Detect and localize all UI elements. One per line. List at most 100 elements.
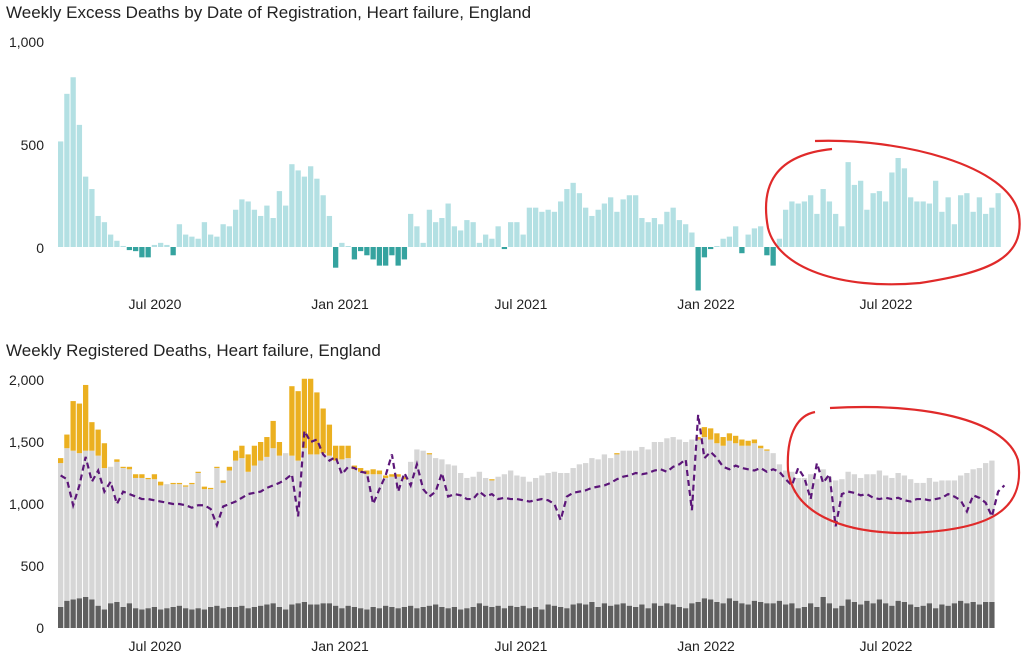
y-tick-label: 500 bbox=[21, 558, 45, 574]
excess-bar bbox=[901, 168, 908, 247]
baseline-bar bbox=[276, 606, 283, 628]
excess-bar bbox=[370, 247, 376, 260]
excess-bar bbox=[976, 197, 983, 247]
deaths-bar bbox=[345, 458, 351, 606]
excess-bar bbox=[220, 480, 226, 483]
baseline-bar bbox=[376, 608, 383, 628]
excess-bar bbox=[208, 487, 214, 490]
deaths-bar bbox=[489, 480, 495, 607]
excess-bar bbox=[826, 201, 833, 247]
excess-bar bbox=[520, 234, 526, 247]
baseline-bar bbox=[133, 608, 139, 628]
baseline-bar bbox=[489, 606, 495, 628]
baseline-bar bbox=[151, 606, 158, 628]
excess-bar bbox=[820, 189, 826, 247]
excess-bar bbox=[526, 207, 533, 247]
excess-bar bbox=[289, 164, 295, 247]
x-tick-label: Jan 2021 bbox=[311, 296, 369, 312]
baseline-bar bbox=[470, 606, 476, 628]
excess-bar bbox=[726, 236, 733, 247]
deaths-bar bbox=[658, 442, 664, 606]
excess-bar bbox=[495, 226, 501, 247]
deaths-bar bbox=[589, 458, 595, 602]
baseline-bar bbox=[633, 606, 639, 628]
baseline-bar bbox=[670, 604, 676, 628]
excess-bar bbox=[664, 211, 670, 247]
deaths-bar bbox=[401, 479, 408, 607]
baseline-bar bbox=[820, 597, 826, 628]
excess-bar bbox=[64, 434, 70, 449]
deaths-bar bbox=[714, 443, 720, 602]
excess-bar bbox=[258, 442, 264, 461]
y-tick-label: 500 bbox=[21, 137, 45, 153]
deaths-bar bbox=[370, 474, 376, 607]
excess-bar bbox=[633, 195, 639, 247]
deaths-bar bbox=[95, 455, 101, 606]
baseline-bar bbox=[295, 603, 301, 628]
deaths-bar bbox=[858, 477, 864, 605]
baseline-bar bbox=[701, 598, 708, 628]
deaths-bar bbox=[351, 469, 358, 607]
deaths-bar bbox=[83, 450, 89, 597]
baseline-bar bbox=[814, 606, 820, 628]
x-tick-label: Jan 2022 bbox=[677, 638, 735, 654]
deaths-bar bbox=[795, 477, 801, 609]
excess-bar bbox=[733, 435, 739, 444]
baseline-bar bbox=[208, 606, 214, 628]
deaths-bar bbox=[126, 469, 133, 604]
deaths-bar bbox=[89, 450, 95, 600]
baseline-bar bbox=[433, 604, 439, 628]
baseline-bar bbox=[101, 609, 108, 628]
baseline-bar bbox=[926, 603, 933, 628]
deaths-bar bbox=[58, 463, 64, 607]
deaths-bar bbox=[783, 470, 789, 605]
excess-bar bbox=[233, 450, 239, 461]
deaths-bar bbox=[583, 463, 589, 605]
deaths-bar bbox=[145, 479, 151, 609]
deaths-bar bbox=[720, 445, 726, 604]
baseline-bar bbox=[301, 601, 308, 628]
excess-bar bbox=[776, 238, 783, 247]
excess-bar bbox=[245, 454, 251, 472]
deaths-bar bbox=[945, 480, 951, 606]
deaths-bar bbox=[839, 479, 845, 606]
baseline-bar bbox=[839, 605, 845, 628]
baseline-bar bbox=[958, 600, 964, 628]
excess-bar bbox=[126, 466, 133, 470]
baseline-bar bbox=[414, 608, 420, 628]
excess-bar bbox=[470, 222, 476, 247]
deaths-bar bbox=[214, 468, 220, 606]
excess-bar bbox=[795, 203, 801, 247]
deaths-bar bbox=[758, 448, 764, 602]
baseline-bar bbox=[589, 601, 595, 628]
deaths-bar bbox=[333, 460, 339, 606]
deaths-bar bbox=[883, 475, 889, 604]
baseline-bar bbox=[389, 606, 395, 628]
x-tick-label: Jan 2021 bbox=[311, 638, 369, 654]
baseline-bar bbox=[226, 606, 233, 628]
excess-bar bbox=[870, 193, 876, 247]
baseline-bar bbox=[220, 608, 226, 628]
deaths-bar bbox=[495, 476, 501, 606]
deaths-bar bbox=[339, 459, 345, 609]
deaths-bar bbox=[195, 473, 201, 609]
baseline-bar bbox=[583, 604, 589, 628]
baseline-bar bbox=[120, 606, 126, 628]
deaths-bar bbox=[908, 479, 914, 605]
deaths-bar bbox=[208, 489, 214, 607]
excess-bar bbox=[239, 199, 245, 247]
baseline-bar bbox=[864, 600, 870, 628]
excess-bar bbox=[733, 226, 739, 247]
deaths-bar bbox=[320, 453, 326, 604]
excess-bar bbox=[70, 401, 76, 451]
deaths-bar bbox=[301, 448, 308, 602]
deaths-bar bbox=[751, 443, 758, 601]
excess-bar bbox=[420, 242, 426, 247]
deaths-bar bbox=[983, 463, 989, 602]
excess-bar bbox=[920, 201, 926, 247]
excess-bar bbox=[214, 466, 220, 469]
excess-bar bbox=[564, 189, 570, 247]
deaths-bar bbox=[914, 482, 920, 607]
excess-bar bbox=[864, 209, 870, 247]
excess-bar bbox=[283, 205, 289, 247]
